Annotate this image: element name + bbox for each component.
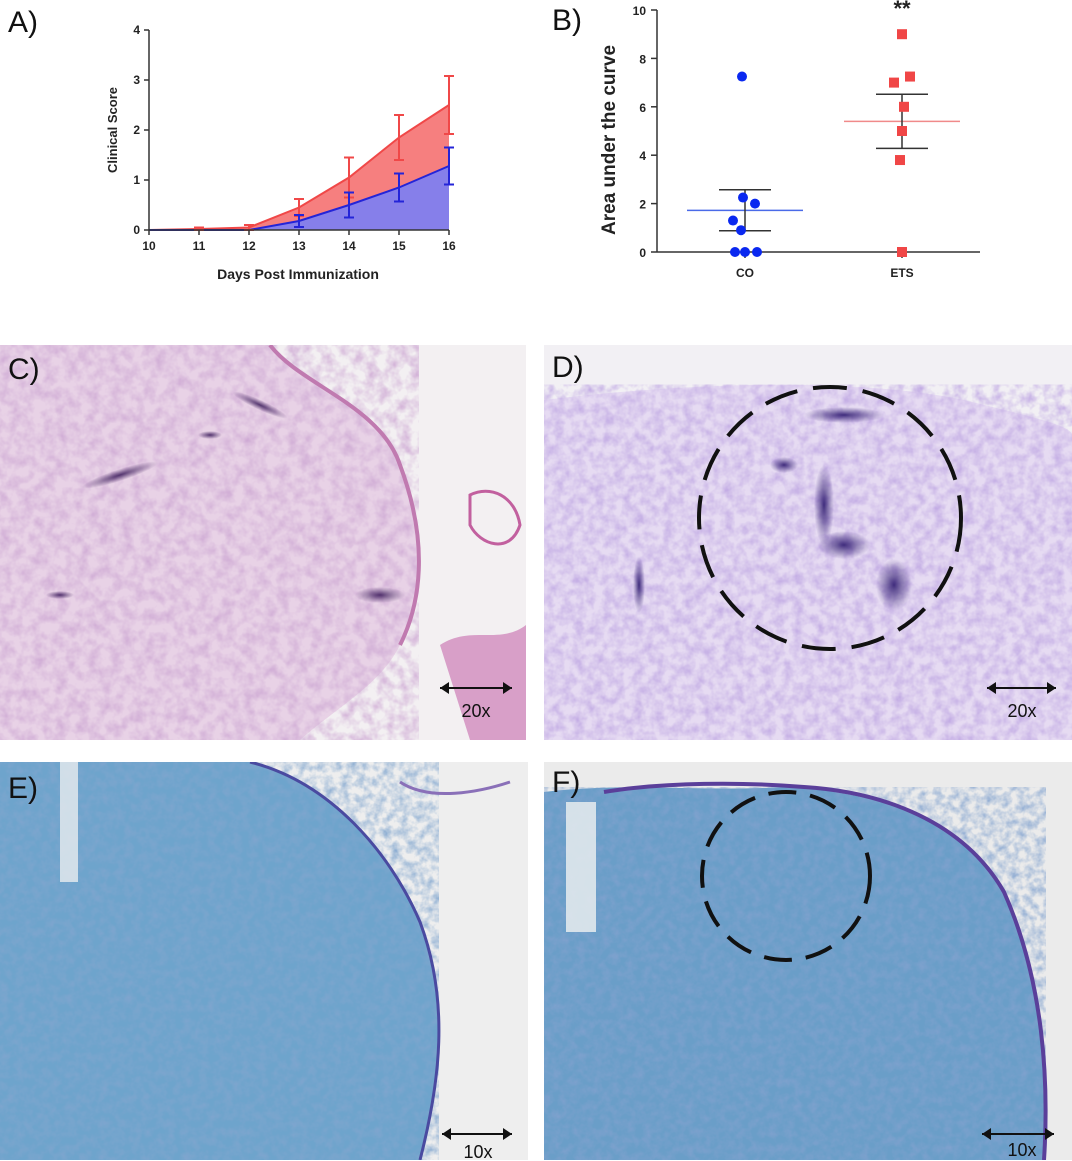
y-tick-label: 0 [639,246,646,260]
scale-label: 10x [463,1142,492,1160]
y-tick-label: 4 [639,149,646,163]
micrograph-d: 20x D) [544,345,1072,740]
error-bar-blue [394,172,404,203]
panel-label-e: E) [8,772,38,805]
error-bar-red [394,114,404,161]
data-point-co [750,198,760,209]
error-bar-blue [344,191,354,219]
scale-label: 20x [1007,701,1036,721]
x-tick-label: 13 [292,239,306,253]
data-point-ets [899,101,909,112]
lesion-circle [700,790,872,962]
y-axis-label: Clinical Score [105,87,120,173]
y-tick-label: 1 [133,173,140,187]
y-tick-label: 2 [133,123,140,137]
data-point-co [737,71,747,82]
y-axis-label: Area under the curve [599,45,620,235]
scale-label: 20x [461,701,490,721]
data-point-ets [897,29,907,40]
panel-label-f: F) [552,766,581,799]
error-bar-blue [444,146,454,186]
micrograph-c: 20x C) [0,345,526,740]
data-point-ets [895,155,905,166]
y-tick-label: 10 [633,4,647,18]
x-tick-label: 16 [442,239,456,253]
y-tick-label: 0 [133,223,140,237]
panel-label-a: A) [8,6,38,39]
micrograph-f: 10x F) [544,762,1072,1160]
x-tick-label: 11 [193,239,206,253]
data-point-co [738,192,748,203]
area-blue [149,166,449,230]
x-tick-label: 15 [392,239,406,253]
micrograph-e: 10x E) [0,762,528,1160]
scale-label: 10x [1007,1140,1036,1160]
y-tick-label: 6 [639,101,646,115]
data-point-co [752,247,762,257]
data-point-co [736,225,746,236]
x-axis-label: Days Post Immunization [217,266,379,282]
y-tick-label: 3 [133,73,140,87]
x-tick-label: 14 [342,239,356,253]
error-bar-red [444,75,454,135]
y-tick-label: 2 [639,198,646,212]
lesion-circle [697,385,963,651]
error-bar-blue [294,214,304,228]
y-tick-label: 4 [133,23,140,37]
panel-label-b: B) [552,4,582,37]
data-point-ets [889,77,899,88]
x-tick-label: CO [736,266,754,280]
x-tick-label: ETS [890,266,913,280]
panel-label-d: D) [552,351,584,384]
panel-label-c: C) [8,353,40,386]
data-point-co [730,247,740,257]
data-point-co [728,215,738,226]
x-tick-label: 10 [142,239,156,253]
y-tick-label: 8 [639,52,646,66]
data-point-ets [897,126,907,136]
significance-annotation: ** [893,0,911,21]
x-tick-label: 12 [242,239,256,253]
data-point-ets [905,71,915,82]
data-point-ets [897,247,907,257]
auc-scatter-chart: 0 2 4 6 8 10 CO ETS Area under the curve ** [599,0,980,280]
data-point-co [740,247,750,257]
